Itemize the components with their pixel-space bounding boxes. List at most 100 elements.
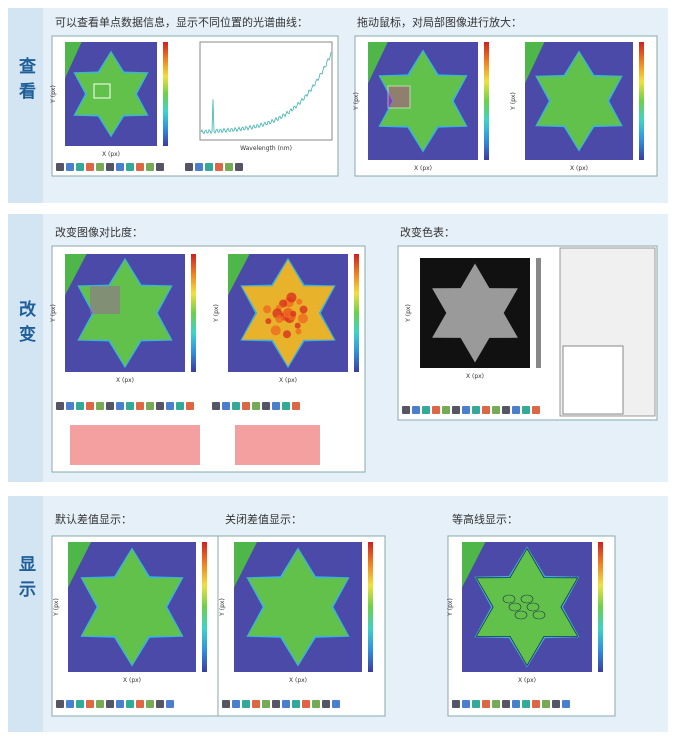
tool-button	[542, 700, 550, 708]
tool-button	[252, 700, 260, 708]
spectrum-curve	[200, 52, 332, 135]
tool-button	[502, 406, 510, 414]
contour-line	[520, 594, 534, 604]
x-axis-label: X (px)	[570, 165, 588, 172]
tool-button	[96, 700, 104, 708]
y-axis-label: Y (px)	[353, 92, 360, 111]
star	[380, 51, 466, 151]
tool-button	[462, 406, 470, 414]
tool-button	[126, 163, 134, 171]
tool-button	[186, 402, 194, 410]
hot-spot	[275, 315, 284, 324]
tool-button	[422, 406, 430, 414]
y-axis-label: Y (px)	[510, 92, 517, 111]
tool-button	[116, 700, 124, 708]
x-axis-label: X (px)	[102, 151, 120, 158]
corner-region	[368, 42, 388, 84]
hot-spot	[290, 310, 297, 317]
y-axis-label: Y (px)	[53, 598, 60, 617]
tool-button	[116, 163, 124, 171]
colorbar	[484, 42, 489, 160]
colorbar	[191, 254, 196, 372]
label-bar	[8, 496, 43, 732]
tool-button	[86, 700, 94, 708]
tool-button	[522, 406, 530, 414]
hot-spot	[283, 330, 292, 339]
tool-button	[512, 700, 520, 708]
caption: 可以查看单点数据信息，显示不同位置的光谱曲线：	[55, 15, 308, 29]
tool-button	[452, 700, 460, 708]
tool-button	[462, 700, 470, 708]
tool-button	[66, 163, 74, 171]
corner-region	[234, 542, 258, 588]
tool-button	[136, 700, 144, 708]
tool-button	[232, 402, 240, 410]
hot-spot	[263, 305, 272, 314]
y-axis-label: Y (px)	[405, 304, 412, 323]
tool-button	[76, 700, 84, 708]
tool-button	[472, 406, 480, 414]
tool-button	[146, 163, 154, 171]
colorbar	[202, 542, 207, 672]
tool-button	[56, 700, 64, 708]
caption: 改变色表：	[400, 225, 455, 239]
histogram	[70, 425, 200, 465]
tool-button	[156, 163, 164, 171]
x-axis-label: X (px)	[279, 377, 297, 384]
tool-button	[262, 700, 270, 708]
corner-region	[68, 542, 92, 588]
tool-button	[432, 406, 440, 414]
tool-button	[512, 406, 520, 414]
section-label-1: 查看	[15, 56, 37, 107]
tool-button	[482, 406, 490, 414]
hot-spot	[286, 292, 297, 303]
tool-button	[212, 402, 220, 410]
corner-region	[65, 42, 82, 79]
zoom-box	[387, 85, 411, 109]
tool-button	[452, 406, 460, 414]
tool-button	[242, 700, 250, 708]
caption: 默认差值显示：	[55, 512, 132, 526]
hot-spot	[283, 308, 293, 318]
x-axis-label: X (px)	[289, 677, 307, 684]
tool-button	[156, 402, 164, 410]
tool-button	[282, 402, 290, 410]
tool-button	[302, 700, 310, 708]
colorbar	[354, 254, 359, 372]
tool-button	[272, 700, 280, 708]
tool-button	[126, 402, 134, 410]
tool-button	[66, 700, 74, 708]
tool-button	[56, 402, 64, 410]
tool-button	[502, 700, 510, 708]
tool-button	[242, 402, 250, 410]
label-bar	[8, 214, 43, 482]
hot-spot	[297, 313, 308, 324]
tool-button	[492, 406, 500, 414]
tool-button	[552, 700, 560, 708]
tool-button	[106, 163, 114, 171]
contour-line	[502, 594, 516, 604]
selection	[90, 286, 120, 314]
histogram	[235, 425, 320, 465]
colorbar	[598, 542, 603, 672]
tool-button	[332, 700, 340, 708]
contour-line	[514, 610, 528, 620]
tool-button	[222, 700, 230, 708]
tool-button	[222, 402, 230, 410]
tool-button	[106, 402, 114, 410]
tool-button	[166, 402, 174, 410]
x-axis-label: X (px)	[466, 373, 484, 380]
tool-button	[262, 402, 270, 410]
tool-button	[116, 402, 124, 410]
tool-button	[176, 402, 184, 410]
corner-region	[525, 42, 545, 84]
tool-button	[185, 163, 193, 171]
tool-button	[322, 700, 330, 708]
tool-button	[76, 402, 84, 410]
tool-button	[562, 700, 570, 708]
tool-button	[96, 163, 104, 171]
corner-region	[462, 542, 486, 588]
hot-spot	[296, 298, 303, 305]
hot-spot	[265, 318, 272, 325]
tool-button	[146, 700, 154, 708]
